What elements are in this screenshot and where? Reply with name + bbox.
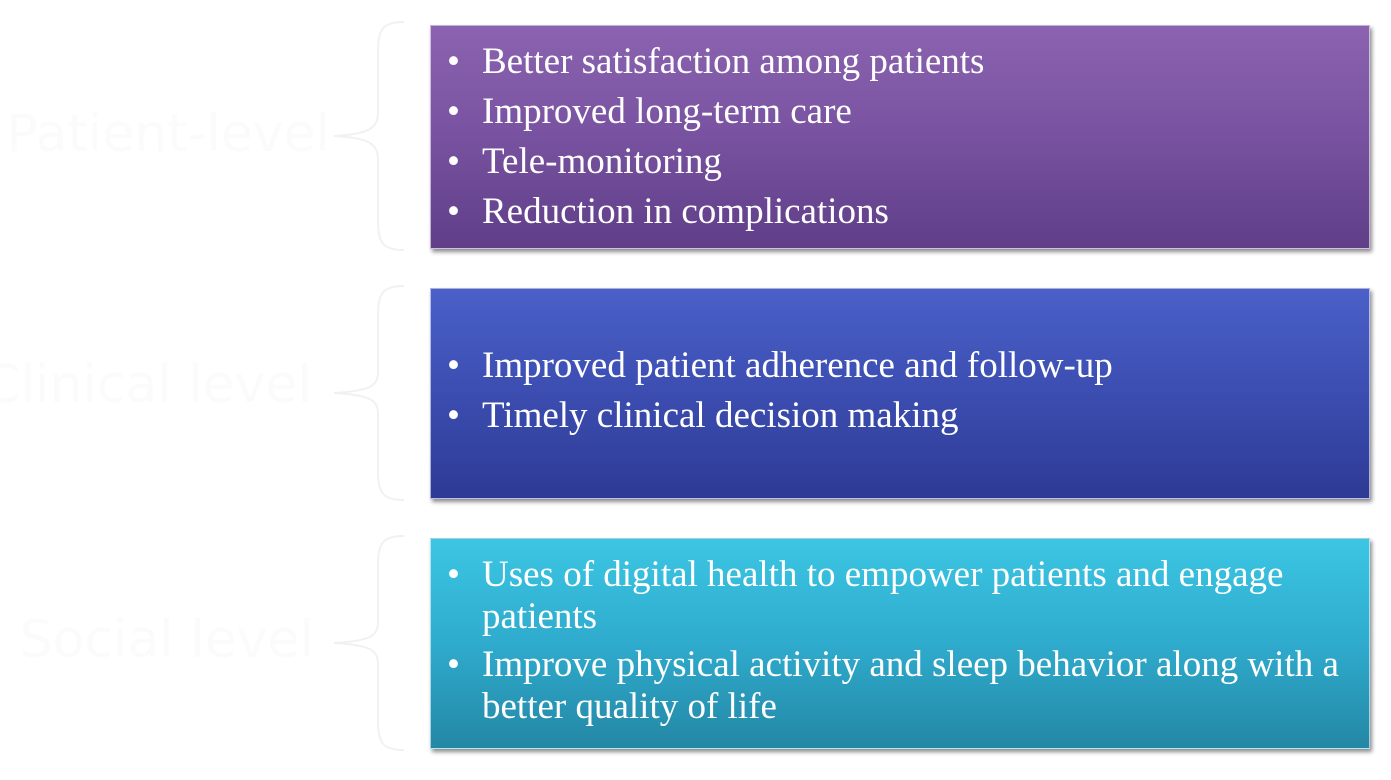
list-item: Better satisfaction among patients: [445, 40, 1349, 84]
list-item: Reduction in complications: [445, 190, 1349, 234]
clinical-level-list: Improved patient adherence and follow-up…: [445, 344, 1349, 444]
social-level-list: Uses of digital health to empower patien…: [445, 554, 1349, 734]
patient-level-box: Better satisfaction among patients Impro…: [430, 25, 1370, 249]
social-level-label: Social level: [19, 610, 314, 670]
clinical-level-box: Improved patient adherence and follow-up…: [430, 288, 1370, 499]
list-item: Improved patient adherence and follow-up: [445, 344, 1349, 388]
list-item: Uses of digital health to empower patien…: [445, 554, 1349, 638]
social-level-box: Uses of digital health to empower patien…: [430, 538, 1370, 749]
list-item: Tele-monitoring: [445, 140, 1349, 184]
social-level-brace: [326, 534, 406, 752]
clinical-level-label: Clinical level: [0, 355, 312, 415]
clinical-level-brace: [326, 284, 406, 502]
patient-level-list: Better satisfaction among patients Impro…: [445, 40, 1349, 240]
list-item: Timely clinical decision making: [445, 394, 1349, 438]
patient-level-brace: [326, 20, 406, 252]
list-item: Improved long-term care: [445, 90, 1349, 134]
list-item: Improve physical activity and sleep beha…: [445, 644, 1349, 728]
patient-level-label: Patient-level: [6, 104, 330, 164]
